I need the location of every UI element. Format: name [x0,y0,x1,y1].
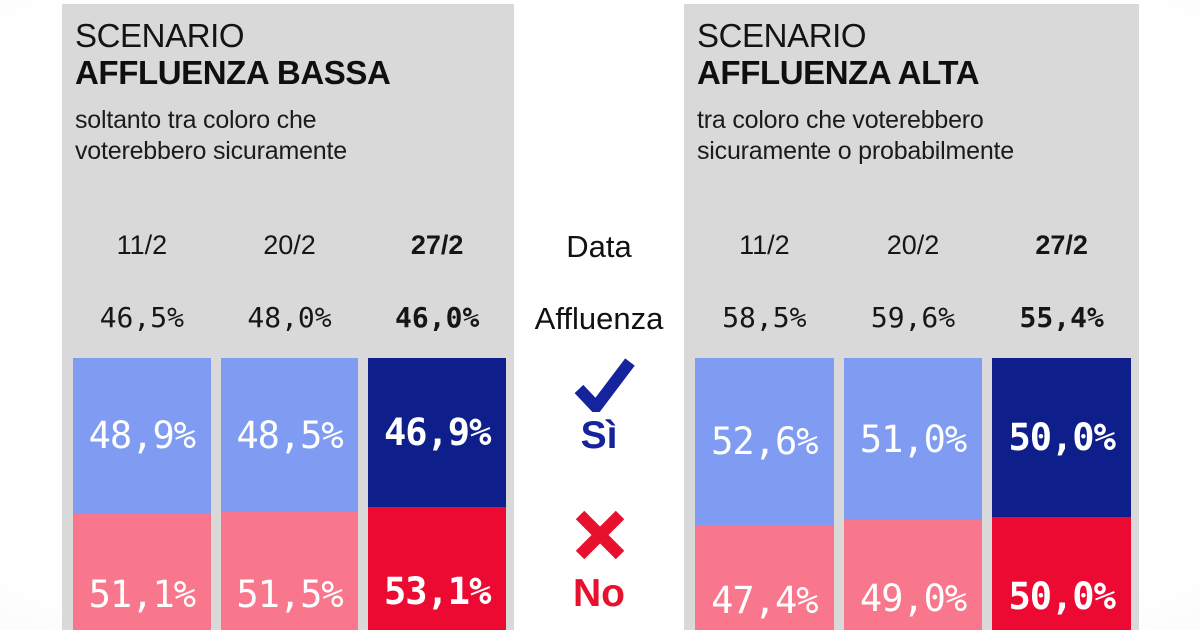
scenario-title: AFFLUENZA BASSA [75,54,391,91]
no-percentage: 47,4% [711,579,818,623]
affluenza-row-label: Affluenza [534,301,664,336]
poll-date: 27/2 [1035,230,1088,260]
yes-percentage: 46,9% [383,411,491,455]
no-segment: 47,4% [695,525,834,630]
no-percentage: 49,0% [859,576,967,620]
check-icon [574,358,635,412]
stacked-bar: 50,0% 50,0% [992,358,1132,630]
poll-date: 20/2 [263,230,316,260]
bar-columns: 11/2 46,5% 48,9% 51,1% 20/2 48,0% 48,5% [73,4,507,630]
poll-column: 11/2 58,5% 52,6% 47,4% [695,4,834,630]
center-legend: Data Affluenza Sì No [514,4,684,630]
yes-percentage: 51,0% [859,417,967,461]
yes-label: Sì [580,414,618,457]
scenario-kicker: SCENARIO [75,17,245,54]
yes-segment: 46,9% [368,358,507,508]
scenario-subtitle: tra coloro che voterebbero sicuramente o… [697,106,1014,165]
scenario-panel-low-turnout: SCENARIO AFFLUENZA BASSA soltanto tra co… [62,4,514,630]
no-percentage: 51,1% [88,573,196,617]
stacked-bar: 46,9% 53,1% [368,358,507,630]
poll-column: 11/2 46,5% 48,9% 51,1% [73,4,211,630]
scenario-kicker: SCENARIO [697,17,867,54]
no-segment: 53,1% [368,507,507,630]
poll-column-latest: 27/2 55,4% 50,0% 50,0% [992,4,1132,630]
no-segment: 51,1% [73,513,211,630]
turnout-value: 46,0% [395,301,480,334]
poll-column-latest: 27/2 46,0% 46,9% 53,1% [368,4,507,630]
stacked-bar: 52,6% 47,4% [695,358,834,630]
yes-percentage: 48,5% [236,413,343,457]
yes-segment: 48,5% [220,358,359,513]
cross-icon [575,510,625,560]
stacked-bar: 51,0% 49,0% [843,358,983,630]
yes-percentage: 52,6% [711,420,818,464]
stacked-bar: 48,5% 51,5% [220,358,359,630]
turnout-value: 58,5% [722,301,807,334]
yes-percentage: 48,9% [88,414,196,458]
no-percentage: 50,0% [1008,575,1115,618]
yes-percentage: 50,0% [1008,416,1115,459]
turnout-value: 55,4% [1019,301,1104,334]
no-percentage: 53,1% [383,570,491,614]
turnout-value: 48,0% [247,301,332,334]
no-segment: 49,0% [843,520,983,630]
yes-segment: 50,0% [992,358,1132,517]
bar-columns: 11/2 58,5% 52,6% 47,4% 20/2 59,6% 51,0% [695,4,1132,630]
no-segment: 51,5% [220,512,359,630]
turnout-value: 59,6% [870,301,956,334]
poll-date: 20/2 [886,230,940,260]
yes-segment: 52,6% [695,358,834,526]
no-segment: 50,0% [992,517,1132,630]
poll-date: 27/2 [410,230,464,260]
scenario-title: AFFLUENZA ALTA [697,54,980,91]
poll-column: 20/2 48,0% 48,5% 51,5% [220,4,359,630]
scenario-subtitle: soltanto tra coloro che voterebbero sicu… [75,106,347,165]
yes-segment: 51,0% [843,358,983,521]
scenario-panel-high-turnout: SCENARIO AFFLUENZA ALTA tra coloro che v… [684,4,1139,630]
poll-date: 11/2 [739,230,790,260]
turnout-value: 46,5% [99,301,184,334]
yes-segment: 48,9% [73,358,211,514]
no-label: No [573,572,625,615]
no-percentage: 51,5% [236,572,343,616]
poll-column: 20/2 59,6% 51,0% 49,0% [843,4,983,630]
data-row-label: Data [566,229,632,264]
stacked-bar: 48,9% 51,1% [73,358,211,630]
poll-date: 11/2 [116,230,168,260]
